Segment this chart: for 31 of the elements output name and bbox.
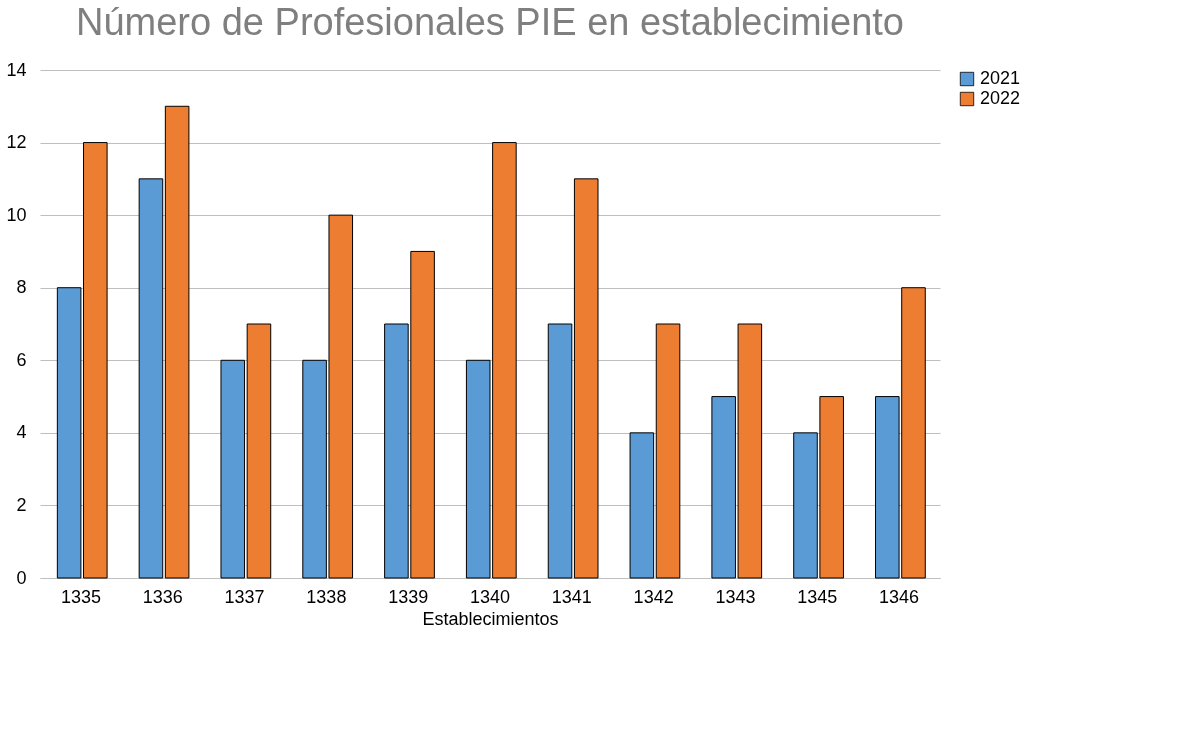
x-tick-label: 1342 [633, 586, 674, 607]
bar [547, 323, 573, 579]
x-axis-title: Establecimientos [422, 608, 559, 629]
x-tick-label: 1345 [797, 586, 838, 607]
x-tick-label: 1340 [469, 586, 511, 607]
x-tick-label: 1337 [224, 586, 265, 607]
y-tick-label: 12 [6, 132, 27, 153]
y-tick-label: 10 [6, 204, 27, 225]
x-tick-label: 1339 [388, 586, 429, 607]
bar [573, 178, 599, 579]
y-tick-label: 8 [16, 277, 27, 298]
legend-label: 2021 [980, 68, 1021, 88]
bar [220, 359, 246, 579]
bar [629, 432, 655, 579]
y-tick-label: 4 [16, 422, 27, 443]
x-tick-label: 1346 [879, 586, 920, 607]
x-tick-label: 1341 [551, 586, 592, 607]
bar [655, 323, 681, 579]
y-tick-label: 6 [16, 349, 27, 370]
chart-title: Número de Profesionales PIE en establecimiento [75, 1, 905, 43]
x-tick-label: 1336 [142, 586, 183, 607]
x-tick-label: 1335 [60, 586, 101, 607]
y-tick-label: 2 [16, 494, 27, 515]
x-tick-label: 1338 [306, 586, 347, 607]
y-tick-label: 14 [6, 59, 27, 80]
y-tick-label: 0 [16, 567, 27, 588]
bar [246, 323, 272, 579]
legend-label: 2022 [980, 88, 1021, 108]
bar [138, 178, 164, 579]
bar [164, 105, 190, 579]
x-tick-label: 1343 [715, 586, 756, 607]
